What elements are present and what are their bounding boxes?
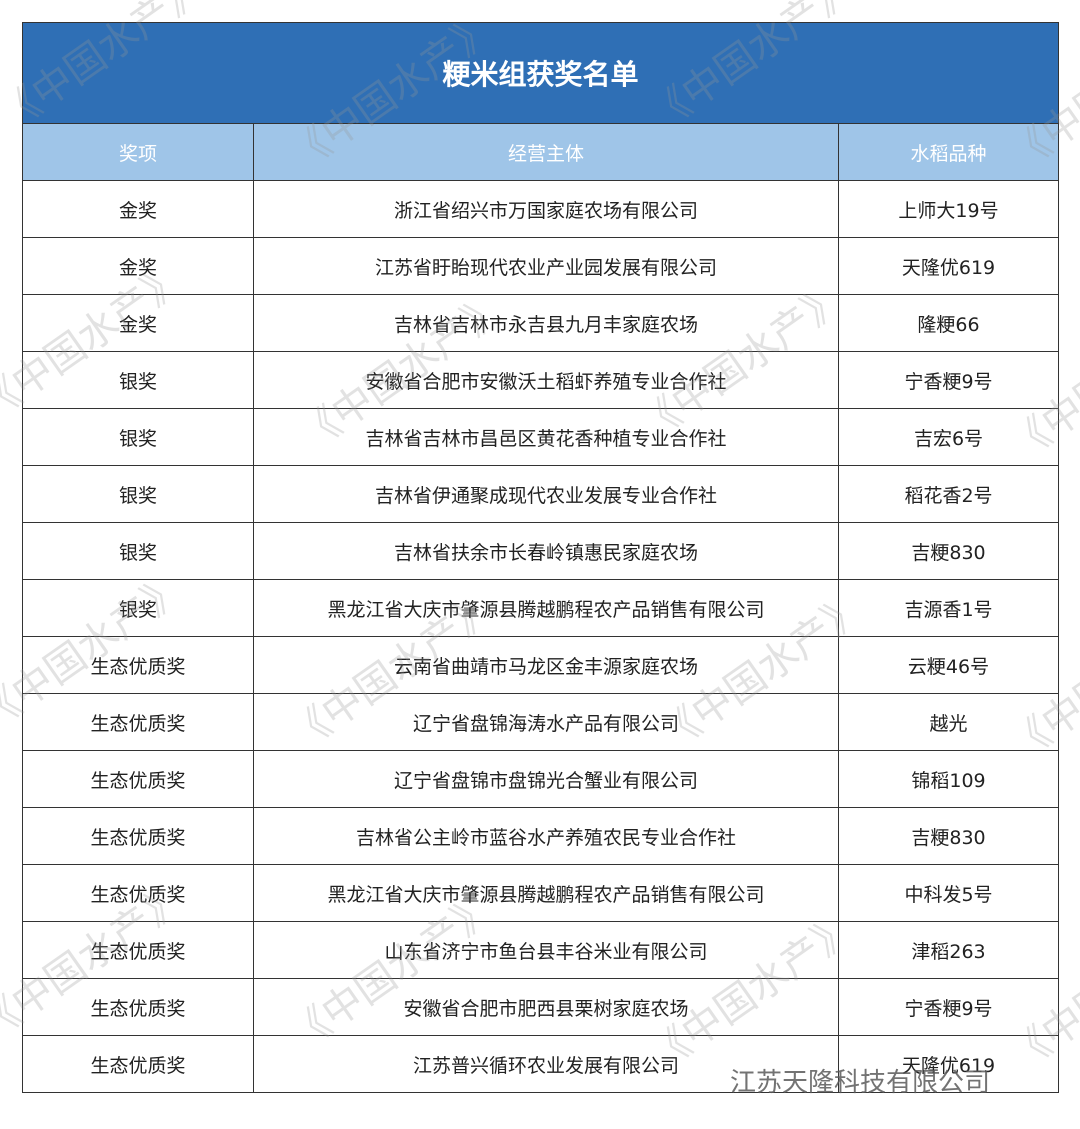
table-row: 银奖 吉林省吉林市昌邑区黄花香种植专业合作社 吉宏6号 [22, 408, 1059, 466]
table-cell: 金奖 [22, 180, 254, 238]
table-row: 银奖 安徽省合肥市安徽沃土稻虾养殖专业合作社 宁香粳9号 [22, 351, 1059, 409]
table-cell: 金奖 [22, 294, 254, 352]
table-cell: 云粳46号 [838, 636, 1059, 694]
table-cell: 吉粳830 [838, 522, 1059, 580]
table-row: 生态优质奖 辽宁省盘锦市盘锦光合蟹业有限公司 锦稻109 [22, 750, 1059, 808]
table-row: 金奖 吉林省吉林市永吉县九月丰家庭农场 隆粳66 [22, 294, 1059, 352]
table-cell: 天隆优619 [838, 1035, 1059, 1093]
table-row: 金奖 江苏省盱眙现代农业产业园发展有限公司 天隆优619 [22, 237, 1059, 295]
table-cell: 津稻263 [838, 921, 1059, 979]
table-row: 生态优质奖 山东省济宁市鱼台县丰谷米业有限公司 津稻263 [22, 921, 1059, 979]
table-cell: 安徽省合肥市肥西县栗树家庭农场 [253, 978, 839, 1036]
table-cell: 生态优质奖 [22, 978, 254, 1036]
table-cell: 黑龙江省大庆市肇源县腾越鹏程农产品销售有限公司 [253, 864, 839, 922]
table-cell: 山东省济宁市鱼台县丰谷米业有限公司 [253, 921, 839, 979]
table-cell: 吉粳830 [838, 807, 1059, 865]
header-row: 奖项 经营主体 水稻品种 [22, 123, 1059, 181]
table-cell: 吉林省公主岭市蓝谷水产养殖农民专业合作社 [253, 807, 839, 865]
table-row: 金奖 浙江省绍兴市万国家庭农场有限公司 上师大19号 [22, 180, 1059, 238]
table-cell: 生态优质奖 [22, 921, 254, 979]
table-cell: 宁香粳9号 [838, 978, 1059, 1036]
table-cell: 稻花香2号 [838, 465, 1059, 523]
table-cell: 黑龙江省大庆市肇源县腾越鹏程农产品销售有限公司 [253, 579, 839, 637]
table-cell: 银奖 [22, 465, 254, 523]
table-cell: 银奖 [22, 351, 254, 409]
table-cell: 宁香粳9号 [838, 351, 1059, 409]
table-cell: 安徽省合肥市安徽沃土稻虾养殖专业合作社 [253, 351, 839, 409]
table-row: 银奖 黑龙江省大庆市肇源县腾越鹏程农产品销售有限公司 吉源香1号 [22, 579, 1059, 637]
table-cell: 吉林省吉林市永吉县九月丰家庭农场 [253, 294, 839, 352]
column-header: 经营主体 [253, 123, 839, 181]
column-header: 水稻品种 [838, 123, 1059, 181]
table-cell: 江苏省盱眙现代农业产业园发展有限公司 [253, 237, 839, 295]
table-cell: 银奖 [22, 522, 254, 580]
table-cell: 中科发5号 [838, 864, 1059, 922]
table-cell: 生态优质奖 [22, 807, 254, 865]
table-body: 金奖 浙江省绍兴市万国家庭农场有限公司 上师大19号 金奖 江苏省盱眙现代农业产业园发展… [22, 180, 1059, 1093]
table-row: 生态优质奖 辽宁省盘锦海涛水产品有限公司 越光 [22, 693, 1059, 751]
table-row: 生态优质奖 云南省曲靖市马龙区金丰源家庭农场 云粳46号 [22, 636, 1059, 694]
table-cell: 生态优质奖 [22, 1035, 254, 1093]
table-cell: 生态优质奖 [22, 750, 254, 808]
table-cell: 生态优质奖 [22, 636, 254, 694]
table-cell: 吉林省伊通聚成现代农业发展专业合作社 [253, 465, 839, 523]
table-cell: 银奖 [22, 579, 254, 637]
table-cell: 天隆优619 [838, 237, 1059, 295]
table-cell: 隆粳66 [838, 294, 1059, 352]
table-cell: 江苏普兴循环农业发展有限公司 [253, 1035, 839, 1093]
table-row: 生态优质奖 江苏普兴循环农业发展有限公司 天隆优619 [22, 1035, 1059, 1093]
table-cell: 金奖 [22, 237, 254, 295]
table-cell: 辽宁省盘锦海涛水产品有限公司 [253, 693, 839, 751]
table-cell: 生态优质奖 [22, 864, 254, 922]
table-cell: 锦稻109 [838, 750, 1059, 808]
table-title: 粳米组获奖名单 [22, 22, 1059, 124]
table-row: 银奖 吉林省伊通聚成现代农业发展专业合作社 稻花香2号 [22, 465, 1059, 523]
column-header: 奖项 [22, 123, 254, 181]
award-table: 粳米组获奖名单 奖项 经营主体 水稻品种 金奖 浙江省绍兴市万国家庭农场有限公司 上师大… [22, 22, 1059, 1093]
table-cell: 吉林省扶余市长春岭镇惠民家庭农场 [253, 522, 839, 580]
table-cell: 吉宏6号 [838, 408, 1059, 466]
table-row: 生态优质奖 吉林省公主岭市蓝谷水产养殖农民专业合作社 吉粳830 [22, 807, 1059, 865]
table-cell: 银奖 [22, 408, 254, 466]
table-cell: 生态优质奖 [22, 693, 254, 751]
table-cell: 辽宁省盘锦市盘锦光合蟹业有限公司 [253, 750, 839, 808]
table-cell: 吉林省吉林市昌邑区黄花香种植专业合作社 [253, 408, 839, 466]
table-row: 银奖 吉林省扶余市长春岭镇惠民家庭农场 吉粳830 [22, 522, 1059, 580]
table-cell: 吉源香1号 [838, 579, 1059, 637]
table-row: 生态优质奖 安徽省合肥市肥西县栗树家庭农场 宁香粳9号 [22, 978, 1059, 1036]
table-cell: 越光 [838, 693, 1059, 751]
table-cell: 上师大19号 [838, 180, 1059, 238]
table-cell: 浙江省绍兴市万国家庭农场有限公司 [253, 180, 839, 238]
table-row: 生态优质奖 黑龙江省大庆市肇源县腾越鹏程农产品销售有限公司 中科发5号 [22, 864, 1059, 922]
table-cell: 云南省曲靖市马龙区金丰源家庭农场 [253, 636, 839, 694]
